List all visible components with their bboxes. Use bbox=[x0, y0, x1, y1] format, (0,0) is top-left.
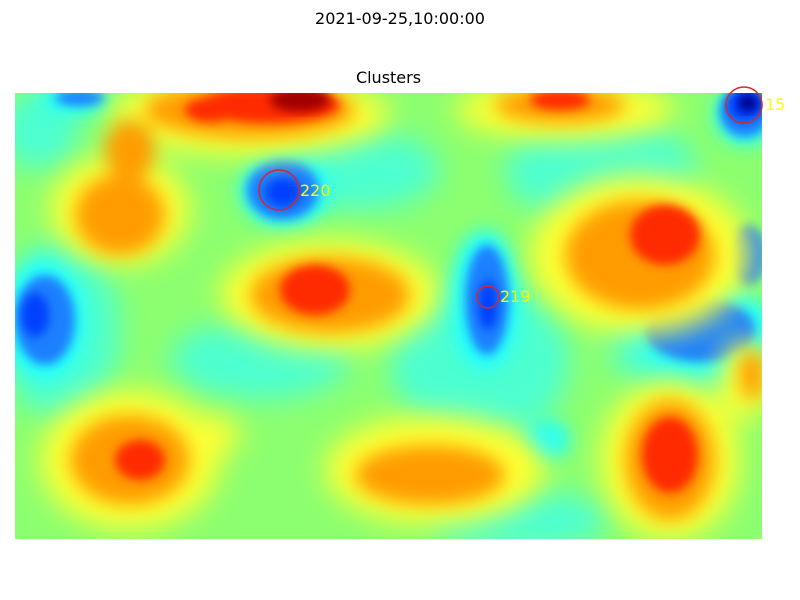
plot-title: Clusters bbox=[355, 68, 422, 87]
cluster-label-15: 15 bbox=[765, 95, 785, 114]
cluster-circle-220 bbox=[258, 169, 300, 211]
cluster-circle-15 bbox=[725, 86, 763, 124]
heatmap-field bbox=[15, 93, 762, 539]
cluster-markers: 15 220 219 bbox=[258, 86, 785, 309]
figure-suptitle: 2021-09-25,10:00:00 bbox=[315, 9, 485, 28]
cluster-label-219: 219 bbox=[500, 287, 531, 306]
cluster-circle-219 bbox=[476, 285, 500, 309]
cluster-label-220: 220 bbox=[300, 181, 331, 200]
